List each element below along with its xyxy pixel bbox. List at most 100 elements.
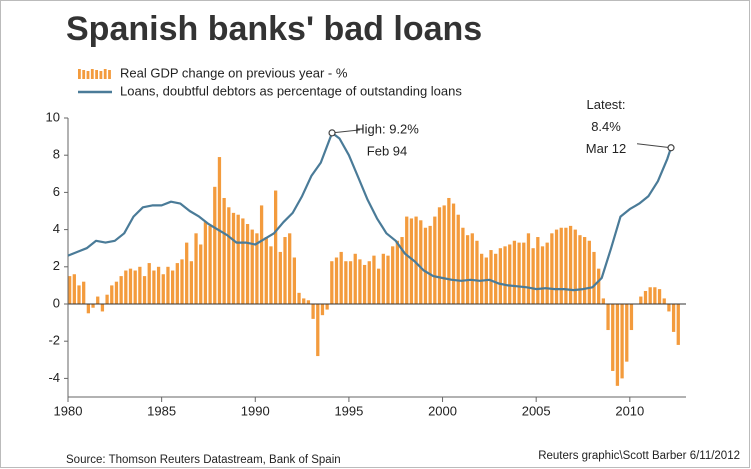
bar: [292, 257, 297, 304]
bar: [166, 266, 170, 304]
bar: [91, 304, 95, 308]
x-tick-label: 1985: [147, 403, 176, 418]
bar: [264, 237, 268, 304]
bar: [428, 225, 432, 304]
bar: [475, 240, 479, 304]
bar: [114, 281, 119, 304]
bar: [465, 235, 470, 304]
bar: [283, 237, 287, 304]
bar: [213, 186, 217, 304]
bar: [409, 218, 414, 304]
bar: [367, 261, 371, 304]
bar: [334, 257, 339, 304]
bar: [110, 285, 114, 304]
bar: [330, 261, 334, 304]
bar: [377, 268, 381, 304]
bar: [568, 225, 573, 304]
bar: [536, 237, 540, 304]
bar: [344, 261, 348, 304]
annotation-text: 8.4%: [591, 119, 621, 134]
bar: [105, 294, 109, 304]
legend-label: Real GDP change on previous year - %: [120, 65, 348, 80]
bar: [100, 304, 105, 312]
bar: [302, 298, 306, 304]
bar: [381, 253, 385, 304]
annotation-leader: [636, 143, 672, 149]
x-tick-label: 2010: [615, 403, 644, 418]
y-tick-label: 8: [53, 147, 60, 162]
bar: [245, 224, 250, 304]
bar: [423, 227, 428, 304]
bar: [133, 270, 137, 304]
line: [67, 131, 673, 292]
y-tick-label: 10: [46, 109, 60, 124]
annotation-text: Latest:: [587, 97, 626, 112]
legend-bar: [82, 70, 86, 79]
bar: [142, 276, 147, 304]
bar: [241, 218, 245, 304]
bar: [208, 225, 212, 304]
bar: [451, 203, 456, 304]
y-tick-label: 2: [53, 258, 60, 273]
bar: [372, 255, 376, 304]
y-tick-label: 0: [53, 295, 60, 310]
bar: [358, 259, 362, 304]
bar: [442, 205, 446, 304]
bar: [545, 242, 549, 304]
bar: [494, 253, 498, 304]
legend-bar: [103, 69, 107, 79]
bar: [72, 274, 76, 304]
bar: [606, 304, 610, 331]
bar: [180, 259, 184, 304]
chart-title: Spanish banks' bad loans: [66, 10, 482, 48]
bar: [447, 197, 451, 304]
bar: [348, 261, 353, 304]
bar: [456, 214, 460, 304]
bar: [615, 304, 620, 386]
bar: [222, 197, 226, 304]
bar: [583, 237, 587, 304]
bar: [274, 190, 278, 304]
bar: [657, 289, 662, 304]
x-tick-label: 2000: [428, 403, 457, 418]
legend-label: Loans, doubtful debtors as percentage of…: [120, 83, 462, 98]
bar: [386, 255, 390, 304]
bar: [643, 290, 648, 304]
bar: [288, 233, 292, 304]
bar: [311, 304, 315, 319]
bar: [391, 246, 395, 304]
bar: [573, 229, 577, 304]
bar: [578, 235, 582, 304]
legend-bar: [99, 71, 103, 79]
bar: [320, 304, 325, 316]
bar: [269, 246, 273, 304]
annotation-text: Mar 12: [586, 141, 626, 156]
bar: [189, 261, 194, 304]
bar: [227, 207, 231, 304]
annotation-text: High: 9.2%: [355, 121, 419, 136]
bar: [119, 276, 123, 304]
annotation-point: [667, 144, 675, 152]
bar: [648, 287, 652, 304]
bar: [405, 216, 409, 304]
bar: [508, 244, 512, 304]
bar: [625, 304, 629, 362]
bar: [564, 227, 568, 304]
bar: [676, 304, 680, 345]
bar: [86, 304, 91, 314]
bar: [597, 268, 601, 304]
bar: [128, 268, 133, 304]
bar: [156, 266, 161, 304]
bar: [203, 222, 208, 304]
bar: [419, 220, 423, 304]
bar: [362, 264, 367, 304]
bar: [199, 244, 203, 304]
bar: [671, 304, 676, 332]
annotation-leader: [332, 129, 361, 134]
bar: [587, 240, 591, 304]
bar: [512, 240, 517, 304]
legend-bar: [86, 71, 90, 79]
bar: [278, 251, 282, 304]
